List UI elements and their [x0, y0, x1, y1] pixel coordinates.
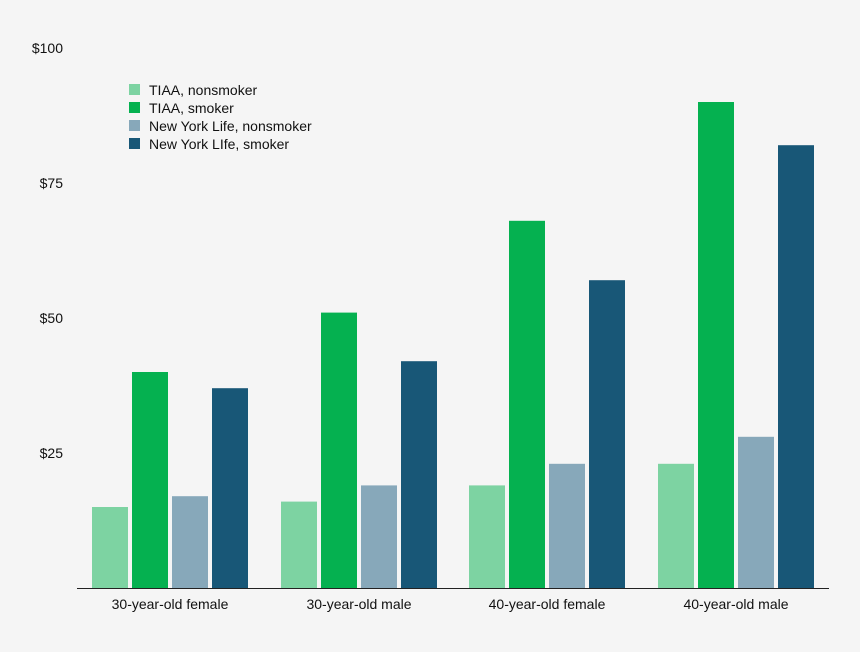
- legend-swatch: [129, 120, 140, 131]
- legend-label: New York Life, nonsmoker: [149, 118, 312, 134]
- legend-label: TIAA, smoker: [149, 100, 234, 116]
- bar: [549, 463, 585, 588]
- bar: [321, 312, 357, 588]
- bar: [469, 485, 505, 588]
- y-tick-label: $25: [40, 445, 64, 461]
- bar: [698, 102, 734, 588]
- bar: [778, 145, 814, 588]
- y-tick-label: $75: [40, 175, 64, 191]
- legend-swatch: [129, 102, 140, 113]
- bar: [589, 280, 625, 588]
- bar: [738, 436, 774, 588]
- bar: [361, 485, 397, 588]
- legend-swatch: [129, 138, 140, 149]
- x-category-label: 40-year-old male: [683, 596, 788, 612]
- y-tick-label: $50: [40, 310, 64, 326]
- x-category-label: 30-year-old male: [306, 596, 411, 612]
- bar: [172, 496, 208, 588]
- bar: [281, 501, 317, 588]
- x-category-label: 40-year-old female: [489, 596, 606, 612]
- legend-swatch: [129, 84, 140, 95]
- y-axis-ticks: $25 $50 $75 $100: [32, 40, 63, 461]
- bar: [658, 463, 694, 588]
- bar: [212, 388, 248, 588]
- legend-label: TIAA, nonsmoker: [149, 82, 257, 98]
- bar: [92, 507, 128, 588]
- bars: [92, 102, 814, 589]
- bar: [132, 372, 168, 588]
- y-tick-label: $100: [32, 40, 63, 56]
- bar: [401, 361, 437, 588]
- x-axis-labels: 30-year-old female 30-year-old male 40-yea…: [112, 596, 789, 612]
- x-category-label: 30-year-old female: [112, 596, 229, 612]
- legend-label: New York LIfe, smoker: [149, 136, 289, 152]
- legend: TIAA, nonsmoker TIAA, smoker New York Life…: [129, 82, 312, 152]
- bar: [509, 220, 545, 589]
